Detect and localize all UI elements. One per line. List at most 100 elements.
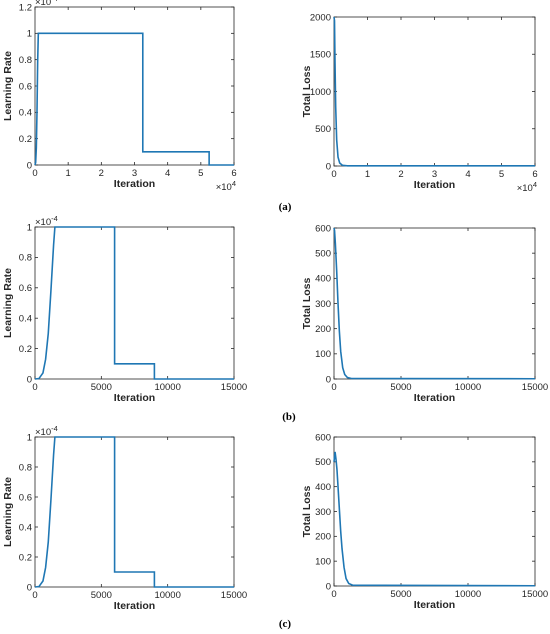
- x-axis-label: Iteration: [414, 392, 455, 404]
- series-line-1: [34, 226, 234, 380]
- y-tick-label: 0.4: [19, 314, 32, 325]
- chart-3: 0 5000 10000 15000 0 0.2 0.4 0.6 0.8 1 Iteration Le…: [2, 214, 247, 404]
- y-tick-label: 400: [315, 482, 331, 493]
- y-tick-label: 0.2: [19, 552, 32, 563]
- x-tick-label: 10000: [154, 590, 180, 601]
- chart-4: 0 5000 10000 15000 0 100 200 300 400 500 600 Iterat…: [301, 223, 548, 404]
- y-tick-label: 100: [315, 556, 331, 567]
- x-tick-label: 5000: [91, 382, 112, 393]
- x-multiplier: ×104: [216, 179, 236, 193]
- x-tick-label: 4: [465, 169, 470, 180]
- y-tick-label: 0.6: [19, 81, 32, 92]
- x-tick-label: 0: [32, 382, 37, 393]
- y-tick-label: 1: [27, 222, 32, 233]
- x-axis-label: Iteration: [414, 599, 455, 611]
- y-tick-label: 1000: [310, 87, 331, 98]
- y-axis-label: Total Loss: [301, 485, 313, 537]
- y-tick-label: 0: [27, 582, 32, 593]
- x-tick-label: 6: [231, 168, 236, 179]
- y-tick-label: 0: [326, 581, 331, 592]
- y-tick-label: 0.4: [19, 108, 32, 119]
- y-tick-label: 200: [315, 532, 331, 543]
- y-tick-label: 100: [315, 349, 331, 360]
- x-tick-label: 1: [66, 168, 71, 179]
- y-tick-label: 600: [315, 223, 331, 234]
- y-axis-label: Learning Rate: [2, 51, 14, 121]
- series-line-1: [34, 436, 234, 588]
- y-tick-label: 0: [326, 374, 331, 385]
- y-tick-label: 1500: [310, 50, 331, 61]
- y-multiplier: ×10-4: [35, 0, 58, 8]
- x-tick-label: 0: [331, 589, 336, 600]
- x-tick-label: 0: [32, 590, 37, 601]
- y-tick-label: 1: [27, 432, 32, 443]
- y-tick-label: 2000: [310, 12, 331, 23]
- x-tick-label: 5: [499, 169, 504, 180]
- y-axis-label: Total Loss: [301, 65, 313, 117]
- x-tick-label: 3: [432, 169, 437, 180]
- y-tick-label: 0.4: [19, 522, 32, 533]
- x-tick-label: 5000: [390, 382, 411, 393]
- x-tick-label: 15000: [221, 590, 247, 601]
- y-axis-label: Learning Rate: [2, 268, 14, 338]
- y-tick-label: 0: [326, 161, 331, 172]
- x-tick-label: 0: [32, 168, 37, 179]
- y-tick-label: 600: [315, 432, 331, 443]
- y-tick-label: 0.6: [19, 283, 32, 294]
- series-line-1: [333, 227, 536, 380]
- x-axis-label: Iteration: [114, 178, 155, 190]
- y-tick-label: 300: [315, 507, 331, 518]
- series-line-1: [333, 451, 536, 587]
- x-tick-label: 3: [132, 168, 137, 179]
- y-tick-label: 1.2: [19, 2, 32, 13]
- panel-label-c: (c): [279, 618, 292, 630]
- x-tick-label: 5000: [390, 589, 411, 600]
- x-tick-label: 0: [331, 382, 336, 393]
- x-tick-label: 10000: [154, 382, 180, 393]
- x-tick-label: 5000: [91, 590, 112, 601]
- x-tick-label: 6: [532, 169, 537, 180]
- chart-6: 0 5000 10000 15000 0 100 200 300 400 500 600 Iterat…: [301, 432, 548, 611]
- y-axis-label: Total Loss: [301, 277, 313, 329]
- y-tick-label: 0.8: [19, 462, 32, 473]
- y-tick-label: 300: [315, 299, 331, 310]
- y-tick-label: 0.2: [19, 134, 32, 145]
- y-tick-label: 500: [315, 457, 331, 468]
- y-tick-label: 0: [27, 374, 32, 385]
- y-tick-label: 0.8: [19, 55, 32, 66]
- y-tick-label: 1: [27, 29, 32, 40]
- x-tick-label: 10000: [455, 589, 481, 600]
- panel-label-b: (b): [282, 411, 296, 423]
- x-tick-label: 5: [198, 168, 203, 179]
- y-tick-label: 0: [27, 160, 32, 171]
- y-tick-label: 200: [315, 324, 331, 335]
- axes-box: [34, 436, 235, 588]
- y-tick-label: 500: [315, 248, 331, 259]
- axes-box: [34, 226, 235, 380]
- x-tick-label: 2: [99, 168, 104, 179]
- x-tick-label: 15000: [522, 589, 548, 600]
- chart-2: 0 1 2 3 4 5 6 0 500 1000 1500 2000 Iteration Total Lo…: [301, 12, 538, 194]
- y-tick-label: 0.2: [19, 344, 32, 355]
- x-axis-label: Iteration: [114, 600, 155, 612]
- x-tick-label: 2: [398, 169, 403, 180]
- y-multiplier: ×10-4: [35, 214, 58, 228]
- x-axis-label: Iteration: [114, 392, 155, 404]
- x-multiplier: ×104: [517, 180, 537, 194]
- y-tick-label: 500: [315, 124, 331, 135]
- x-tick-label: 4: [165, 168, 170, 179]
- y-multiplier: ×10-4: [35, 424, 58, 438]
- chart-1: 0 1 2 3 4 5 6 0 0.2 0.4 0.6 0.8 1 1.2 Iteration Learnin…: [2, 0, 237, 193]
- x-axis-label: Iteration: [414, 179, 455, 191]
- chart-5: 0 5000 10000 15000 0 0.2 0.4 0.6 0.8 1 Iteration Le…: [2, 424, 247, 612]
- x-tick-label: 15000: [522, 382, 548, 393]
- x-tick-label: 10000: [455, 382, 481, 393]
- panel-label-a: (a): [279, 201, 292, 213]
- series-line-1: [34, 32, 234, 166]
- y-tick-label: 0.8: [19, 253, 32, 264]
- y-tick-label: 0.6: [19, 492, 32, 503]
- y-tick-label: 400: [315, 274, 331, 285]
- y-axis-label: Learning Rate: [2, 477, 14, 547]
- x-tick-label: 1: [365, 169, 370, 180]
